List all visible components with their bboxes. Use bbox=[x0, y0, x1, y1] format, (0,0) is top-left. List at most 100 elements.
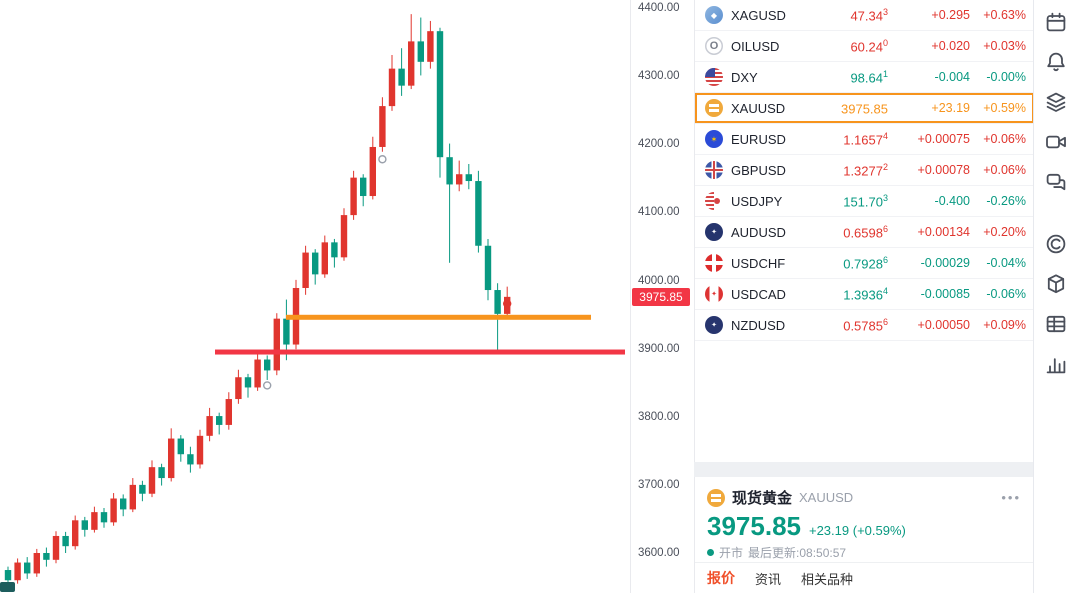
watchlist-row-xagusd[interactable]: XAGUSD 47.343 +0.295 +0.63% bbox=[695, 0, 1034, 31]
change-percent: -0.26% bbox=[986, 194, 1026, 208]
price-value: 0.79286 bbox=[843, 254, 888, 272]
nz-flag-icon bbox=[705, 316, 723, 334]
oil-icon bbox=[705, 37, 723, 55]
watchlist-row-dxy[interactable]: DXY 98.641 -0.004 -0.00% bbox=[695, 62, 1034, 93]
watchlist-row-usdjpy[interactable]: USDJPY 151.703 -0.400 -0.26% bbox=[695, 186, 1034, 217]
candle-body bbox=[110, 498, 117, 523]
watchlist-row-gbpusd[interactable]: GBPUSD 1.32772 +0.00078 +0.06% bbox=[695, 155, 1034, 186]
change-value: +0.295 bbox=[931, 8, 970, 22]
signal-marker bbox=[503, 299, 512, 308]
signal-marker bbox=[263, 381, 272, 390]
candle-body bbox=[427, 31, 434, 62]
tab-news[interactable]: 资讯 bbox=[755, 571, 782, 587]
candle-body bbox=[475, 181, 482, 246]
us-flag-icon bbox=[705, 68, 723, 86]
chat-icon[interactable] bbox=[1044, 170, 1068, 194]
symbol-label: XAUUSD bbox=[731, 100, 786, 116]
bell-icon[interactable] bbox=[1044, 50, 1068, 74]
candle-body bbox=[4, 570, 12, 581]
tab-quotes[interactable]: 报价 bbox=[707, 570, 735, 586]
candle-body bbox=[283, 318, 290, 345]
chart-icon[interactable] bbox=[1044, 352, 1068, 376]
symbol-detail-panel: 现货黄金 XAUUSD ••• 3975.85 +23.19 (+0.59%) … bbox=[694, 477, 1033, 593]
watchlist-row-usdcad[interactable]: USDCAD 1.39364 -0.00085 -0.06% bbox=[695, 279, 1034, 310]
candle-body bbox=[360, 177, 367, 197]
change-percent: +0.06% bbox=[983, 163, 1026, 177]
watchlist-row-audusd[interactable]: AUDUSD 0.65986 +0.00134 +0.20% bbox=[695, 217, 1034, 248]
more-menu-icon[interactable]: ••• bbox=[1001, 490, 1021, 505]
change-value: +23.19 bbox=[931, 101, 970, 115]
candle-body bbox=[465, 174, 472, 182]
price-value: 60.240 bbox=[850, 37, 888, 55]
candle-body bbox=[216, 416, 223, 425]
candle-body bbox=[62, 535, 69, 547]
candle-body bbox=[225, 399, 232, 425]
detail-change: +23.19 (+0.59%) bbox=[808, 523, 906, 538]
record-icon[interactable] bbox=[1044, 232, 1068, 256]
candle-body bbox=[456, 174, 463, 185]
candle-body bbox=[504, 296, 511, 314]
watchlist-row-nzdusd[interactable]: NZDUSD 0.57856 +0.00050 +0.09% bbox=[695, 310, 1034, 341]
us-jp-flag-icon bbox=[705, 192, 723, 210]
change-value: +0.020 bbox=[931, 39, 970, 53]
symbol-label: AUDUSD bbox=[731, 224, 786, 240]
watchlist: XAGUSD 47.343 +0.295 +0.63% OILUSD 60.240 +0.0… bbox=[694, 0, 1034, 462]
symbol-label: GBPUSD bbox=[731, 162, 786, 178]
candle-body bbox=[302, 252, 309, 288]
change-value: +0.00078 bbox=[917, 163, 970, 177]
candle-body bbox=[321, 242, 328, 275]
layers-icon[interactable] bbox=[1044, 90, 1068, 114]
symbol-label: USDCAD bbox=[731, 286, 786, 302]
eu-flag-icon bbox=[705, 130, 723, 148]
price-value: 0.65986 bbox=[843, 223, 888, 241]
candle-body bbox=[312, 252, 319, 275]
candle-body bbox=[436, 31, 444, 158]
symbol-label: EURUSD bbox=[731, 131, 786, 147]
change-value: -0.004 bbox=[934, 70, 970, 84]
bottom-left-widget-icon[interactable] bbox=[0, 582, 15, 592]
change-percent: +0.09% bbox=[983, 318, 1026, 332]
ca-flag-icon bbox=[705, 285, 723, 303]
table-icon[interactable] bbox=[1044, 312, 1068, 336]
symbol-name: 现货黄金 bbox=[732, 490, 793, 507]
watchlist-row-eurusd[interactable]: EURUSD 1.16574 +0.00075 +0.06% bbox=[695, 124, 1034, 155]
candle-body bbox=[43, 553, 50, 560]
symbol-code: XAUUSD bbox=[799, 490, 854, 505]
au-flag-icon bbox=[705, 223, 723, 241]
candle-body bbox=[388, 68, 396, 107]
chart-canvas[interactable] bbox=[0, 0, 630, 593]
watchlist-row-oilusd[interactable]: OILUSD 60.240 +0.020 +0.03% bbox=[695, 31, 1034, 62]
change-percent: -0.04% bbox=[986, 256, 1026, 270]
watchlist-row-usdchf[interactable]: USDCHF 0.79286 -0.00029 -0.04% bbox=[695, 248, 1034, 279]
resistance-line[interactable] bbox=[286, 314, 591, 320]
video-icon[interactable] bbox=[1044, 130, 1068, 154]
change-percent: +0.03% bbox=[983, 39, 1026, 53]
candlestick-chart[interactable] bbox=[0, 0, 630, 593]
symbol-label: USDJPY bbox=[731, 193, 783, 209]
change-value: +0.00075 bbox=[917, 132, 970, 146]
price-value: 98.641 bbox=[850, 68, 888, 86]
candle-body bbox=[446, 157, 453, 185]
candle-body bbox=[33, 553, 40, 574]
support-line[interactable] bbox=[215, 349, 625, 355]
candle-body bbox=[120, 498, 127, 510]
watchlist-row-xauusd[interactable]: XAUUSD 3975.85 +23.19 +0.59% bbox=[695, 93, 1034, 124]
silver-icon bbox=[705, 6, 723, 24]
price-value: 1.16574 bbox=[843, 130, 888, 148]
symbol-label: OILUSD bbox=[731, 38, 780, 54]
change-value: +0.00134 bbox=[917, 225, 970, 239]
candle-body bbox=[196, 435, 204, 465]
change-percent: +0.06% bbox=[983, 132, 1026, 146]
candle-body bbox=[264, 359, 271, 371]
symbol-label: DXY bbox=[731, 69, 758, 85]
calendar-icon[interactable] bbox=[1044, 10, 1068, 34]
detail-tabs: 报价 资讯 相关品种 bbox=[695, 562, 1033, 593]
candle-body bbox=[91, 512, 98, 530]
candle-body bbox=[177, 438, 184, 455]
cube-icon[interactable] bbox=[1044, 272, 1068, 296]
tab-related[interactable]: 相关品种 bbox=[801, 571, 854, 587]
price-value: 3975.85 bbox=[841, 101, 888, 117]
candle-body bbox=[398, 68, 405, 86]
candle-body bbox=[24, 562, 31, 574]
